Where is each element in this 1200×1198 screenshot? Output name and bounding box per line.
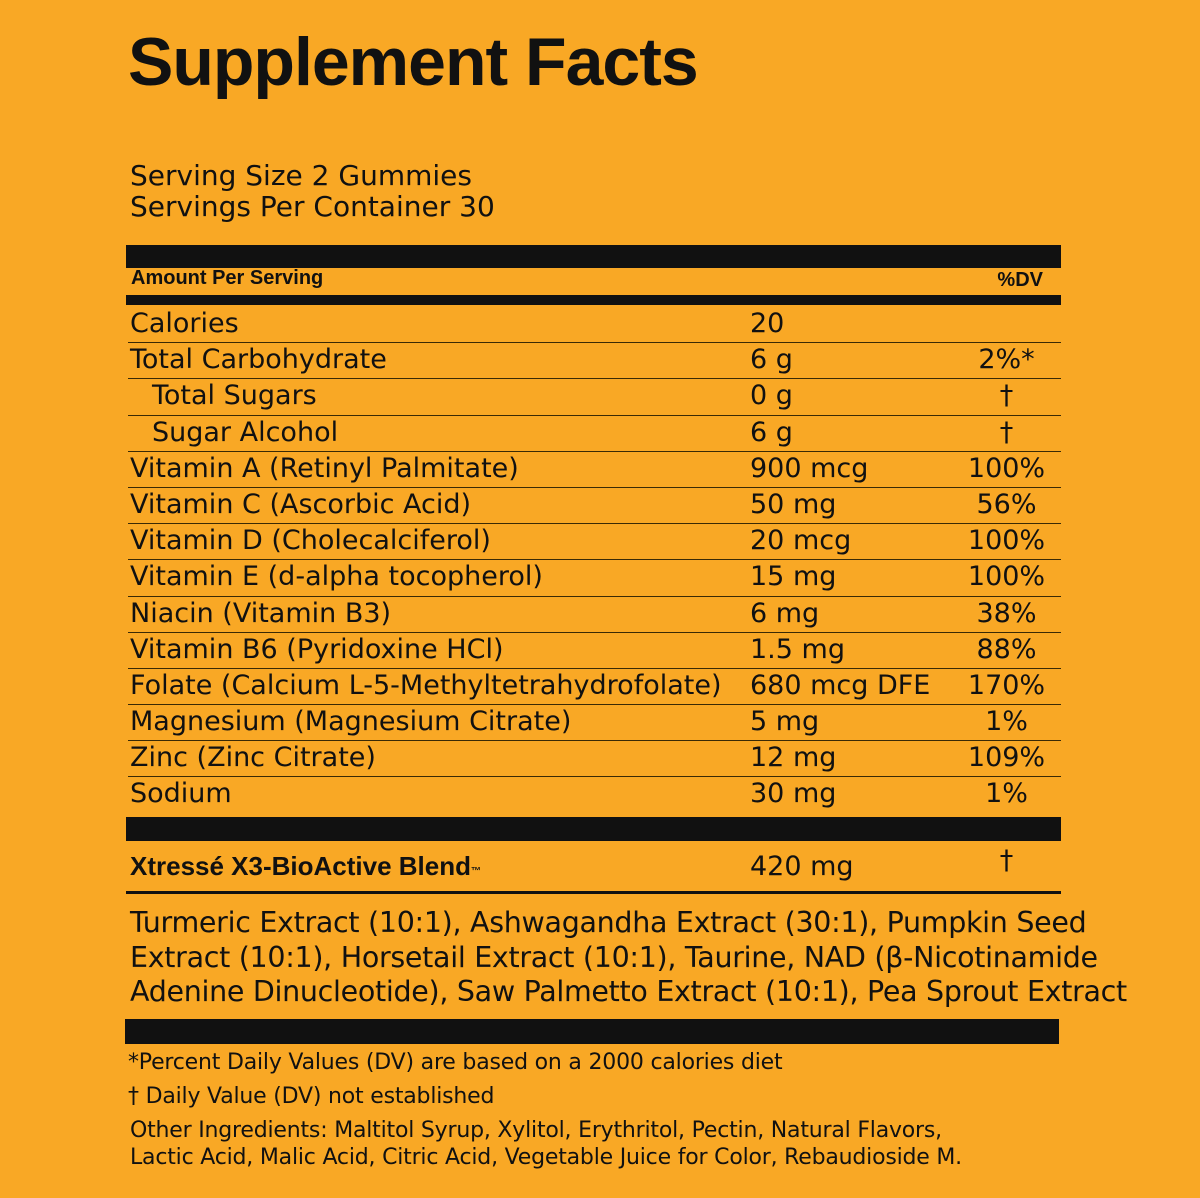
nutrient-dv: 1% <box>985 778 1028 810</box>
nutrient-amount: 30 mg <box>750 778 837 810</box>
nutrient-dv: † <box>999 380 1014 412</box>
table-row: Folate (Calcium L-5-Methyltetrahydrofola… <box>128 669 1061 706</box>
page-title: Supplement Facts <box>128 24 699 100</box>
nutrient-dv: 100% <box>967 561 1046 593</box>
servings-per-container: Servings Per Container 30 <box>130 190 495 223</box>
blend-name-text: Xtressé X3-BioActive Blend <box>130 851 472 881</box>
table-header: Amount Per Serving %DV <box>131 267 1043 291</box>
blend-ingredients: Turmeric Extract (10:1), Ashwagandha Ext… <box>130 906 1127 1008</box>
nutrient-amount: 5 mg <box>750 706 820 738</box>
nutrient-amount: 6 g <box>750 416 793 448</box>
nutrient-dv: 88% <box>976 633 1037 665</box>
nutrient-name: Vitamin B6 (Pyridoxine HCl) <box>130 633 504 665</box>
nutrient-amount: 6 mg <box>750 597 820 629</box>
nutrient-dv: 56% <box>976 488 1037 520</box>
nutrient-dv: 100% <box>967 525 1046 557</box>
blend-row: Xtressé X3-BioActive Blend™ 420 mg † <box>130 845 1061 892</box>
other-ingredients: Other Ingredients: Maltitol Syrup, Xylit… <box>130 1118 962 1170</box>
nutrient-dv: 170% <box>967 669 1046 701</box>
table-row: Vitamin B6 (Pyridoxine HCl) 1.5 mg 88% <box>128 633 1061 669</box>
table-row: Vitamin E (d-alpha tocopherol) 15 mg 100% <box>128 560 1061 597</box>
nutrient-name: Sodium <box>130 778 232 810</box>
nutrient-table: Calories 20 Total Carbohydrate 6 g 2%* Total … <box>128 307 1061 814</box>
nutrient-amount: 6 g <box>750 344 793 376</box>
nutrient-name: Vitamin E (d-alpha tocopherol) <box>130 561 543 593</box>
nutrient-amount: 1.5 mg <box>750 633 845 665</box>
nutrient-name: Vitamin C (Ascorbic Acid) <box>130 488 472 520</box>
blend-thick-rule <box>126 817 1061 841</box>
amount-per-serving-header: Amount Per Serving <box>131 267 324 289</box>
nutrient-amount: 20 mcg <box>750 525 852 557</box>
footnote-percent-dv: *Percent Daily Values (DV) are based on … <box>128 1050 783 1075</box>
table-row: Vitamin D (Cholecalciferol) 20 mcg 100% <box>128 524 1061 561</box>
nutrient-dv: 2%* <box>978 344 1035 376</box>
trademark-mark: ™ <box>471 866 482 877</box>
nutrient-amount: 12 mg <box>750 742 837 774</box>
serving-info: Serving Size 2 Gummies Servings Per Cont… <box>130 160 495 222</box>
nutrient-name: Sugar Alcohol <box>152 416 339 448</box>
blend-name: Xtressé X3-BioActive Blend™ <box>130 846 481 886</box>
nutrient-dv: 1% <box>985 706 1028 738</box>
nutrient-name: Vitamin A (Retinyl Palmitate) <box>130 452 519 484</box>
table-row: Niacin (Vitamin B3) 6 mg 38% <box>128 597 1061 633</box>
table-row: Total Sugars 0 g † <box>128 379 1061 416</box>
nutrient-dv: 38% <box>976 597 1037 629</box>
header-rule <box>126 295 1061 305</box>
nutrient-amount: 900 mcg <box>750 452 869 484</box>
blend-amount: 420 mg <box>750 851 854 882</box>
nutrient-name: Vitamin D (Cholecalciferol) <box>130 525 491 557</box>
nutrient-dv: † <box>999 416 1014 448</box>
nutrient-amount: 0 g <box>750 380 793 412</box>
nutrient-amount: 50 mg <box>750 488 837 520</box>
table-row: Total Carbohydrate 6 g 2%* <box>128 343 1061 380</box>
blend-rule <box>126 891 1061 894</box>
nutrient-amount: 20 <box>750 308 785 339</box>
nutrient-name: Folate (Calcium L-5-Methyltetrahydrofola… <box>130 669 722 701</box>
table-row: Sugar Alcohol 6 g † <box>128 416 1061 452</box>
nutrient-name: Magnesium (Magnesium Citrate) <box>130 706 572 738</box>
nutrient-amount: 680 mcg DFE <box>750 669 931 701</box>
table-row: Sodium 30 mg 1% <box>128 777 1061 813</box>
top-thick-rule <box>126 245 1061 268</box>
table-row: Magnesium (Magnesium Citrate) 5 mg 1% <box>128 705 1061 742</box>
nutrient-name: Niacin (Vitamin B3) <box>130 597 392 629</box>
nutrient-name: Calories <box>130 308 239 339</box>
nutrient-amount: 15 mg <box>750 561 837 593</box>
table-row: Vitamin A (Retinyl Palmitate) 900 mcg 100% <box>128 452 1061 488</box>
nutrient-name: Total Carbohydrate <box>130 344 387 376</box>
nutrient-dv: 109% <box>967 742 1046 774</box>
table-row: Zinc (Zinc Citrate) 12 mg 109% <box>128 741 1061 778</box>
bottom-thick-rule <box>125 1019 1059 1044</box>
table-row: Vitamin C (Ascorbic Acid) 50 mg 56% <box>128 488 1061 525</box>
nutrient-dv: 100% <box>967 452 1046 484</box>
footnote-dagger: † Daily Value (DV) not established <box>128 1084 495 1109</box>
table-row: Calories 20 <box>128 307 1061 344</box>
dv-header: %DV <box>997 269 1043 291</box>
nutrient-name: Total Sugars <box>152 380 317 412</box>
nutrient-name: Zinc (Zinc Citrate) <box>130 742 376 774</box>
serving-size: Serving Size 2 Gummies <box>130 159 472 192</box>
blend-dv: † <box>999 845 1014 876</box>
